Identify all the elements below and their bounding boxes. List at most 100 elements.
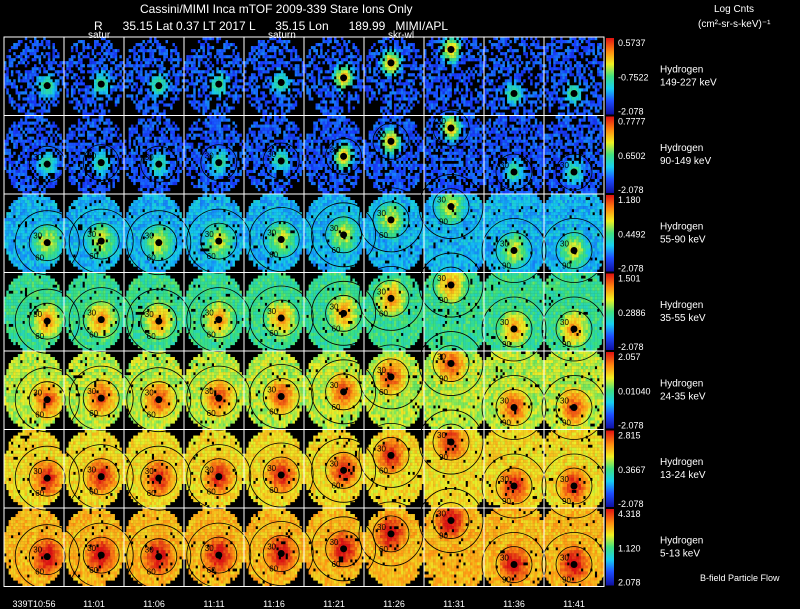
contour-label: 60 (147, 332, 156, 341)
panel-r4-c8 (484, 351, 544, 430)
colorbar-r3 (606, 274, 614, 351)
saturn-marker (44, 475, 51, 482)
saturn-marker (155, 82, 162, 89)
panel-r3-c8 (484, 273, 544, 352)
contour-label: 60 (332, 481, 341, 490)
energy-label: 35-55 keV (660, 313, 706, 324)
energy-label: 90-149 keV (660, 156, 711, 167)
saturn-marker (44, 396, 51, 403)
saturn-marker (44, 161, 51, 168)
contour-label: 30 (500, 475, 509, 484)
colorbar-r5 (606, 431, 614, 508)
time-label: 339T10:56 (12, 599, 55, 609)
contour-label: 30 (33, 153, 42, 162)
colorbar-max: 0.5737 (618, 38, 646, 48)
panel-r2-c8 (484, 194, 544, 273)
saturn-marker (388, 452, 395, 459)
contour-label: 30 (33, 389, 42, 398)
panel-r0-c1 (64, 37, 124, 116)
contour-label: 30 (87, 152, 96, 161)
contour-label: 60 (207, 331, 216, 340)
contour-label: 30 (330, 302, 339, 311)
contour-label: 90 (502, 340, 511, 349)
contour-label: 30 (205, 466, 214, 475)
contour-label: 30 (437, 431, 446, 440)
colorbar-mid: 0.6502 (618, 151, 646, 161)
colorbar-max: 1.501 (618, 274, 641, 284)
species-label: Hydrogen (660, 300, 703, 311)
energy-label: 149-227 keV (660, 77, 717, 88)
energy-label: 55-90 keV (660, 234, 706, 245)
colorbar-min: -2.078 (618, 107, 644, 117)
saturn-marker (571, 483, 578, 490)
contour-label: 30 (267, 543, 276, 552)
colorbar-title: Log Cnts (714, 4, 754, 15)
contour-label: 60 (35, 568, 44, 577)
inca-heatmap-grid: Cassini/MIMI Inca mTOF 2009-339 Stare Io… (0, 0, 800, 609)
time-label: 11:16 (263, 599, 285, 609)
panel-annotation: saturn (268, 30, 296, 41)
contour-label: 30 (205, 544, 214, 553)
saturn-marker (155, 553, 162, 560)
contour-label: 60 (89, 409, 98, 418)
contour-label: 60 (147, 254, 156, 263)
contour-label: 60 (332, 403, 341, 412)
panel-r0-c8 (484, 37, 544, 116)
contour-label: 30 (145, 153, 154, 162)
colorbar-units: (cm²-sr-s-keV)⁻¹ (698, 19, 771, 30)
saturn-marker (44, 318, 51, 325)
contour-label: 90 (562, 576, 571, 585)
saturn-marker (511, 326, 518, 333)
colorbar-mid: 0.3667 (618, 465, 646, 475)
panel-r5-c8 (484, 430, 544, 509)
contour-label: 60 (35, 332, 44, 341)
contour-label: 60 (332, 324, 341, 333)
panel-r0-c0 (4, 37, 64, 116)
panel-r0-c5 (304, 37, 364, 116)
contour-label: 30 (560, 161, 569, 170)
colorbar-max: 2.057 (618, 352, 641, 362)
contour-label: 90 (439, 296, 448, 305)
contour-label: 30 (377, 209, 386, 218)
saturn-marker (571, 561, 578, 568)
contour-label: 60 (147, 411, 156, 420)
saturn-marker (448, 203, 455, 210)
contour-label: 90 (439, 453, 448, 462)
contour-label: 90 (562, 497, 571, 506)
contour-label: 30 (87, 309, 96, 318)
contour-label: 60 (269, 486, 278, 495)
saturn-marker (98, 473, 105, 480)
saturn-marker (98, 238, 105, 245)
panel-r0-c3 (184, 37, 244, 116)
saturn-marker (155, 239, 162, 246)
saturn-marker (44, 239, 51, 246)
contour-label: 30 (267, 386, 276, 395)
contour-label: 30 (205, 230, 214, 239)
saturn-marker (44, 82, 51, 89)
contour-label: 30 (267, 464, 276, 473)
saturn-marker (448, 517, 455, 524)
contour-label: 60 (379, 388, 388, 397)
panel-r0-c9 (544, 37, 604, 116)
colorbar-mid: -0.7522 (618, 72, 649, 82)
contour-label: 30 (87, 387, 96, 396)
saturn-marker (98, 316, 105, 323)
saturn-marker (340, 388, 347, 395)
contour-label: 30 (560, 240, 569, 249)
species-label: Hydrogen (660, 221, 703, 232)
contour-label: 90 (439, 218, 448, 227)
contour-label: 30 (377, 366, 386, 375)
panel-annotation: satur (88, 30, 111, 41)
saturn-marker (448, 439, 455, 446)
energy-label: 13-24 keV (660, 470, 706, 481)
contour-label: 30 (500, 161, 509, 170)
saturn-marker (155, 475, 162, 482)
contour-label: 90 (439, 532, 448, 541)
contour-label: 60 (269, 408, 278, 417)
contour-label: 60 (379, 309, 388, 318)
contour-label: 60 (269, 329, 278, 338)
time-label: 11:41 (563, 599, 585, 609)
contour-label: 60 (147, 489, 156, 498)
saturn-marker (278, 472, 285, 479)
contour-label: 30 (267, 229, 276, 238)
